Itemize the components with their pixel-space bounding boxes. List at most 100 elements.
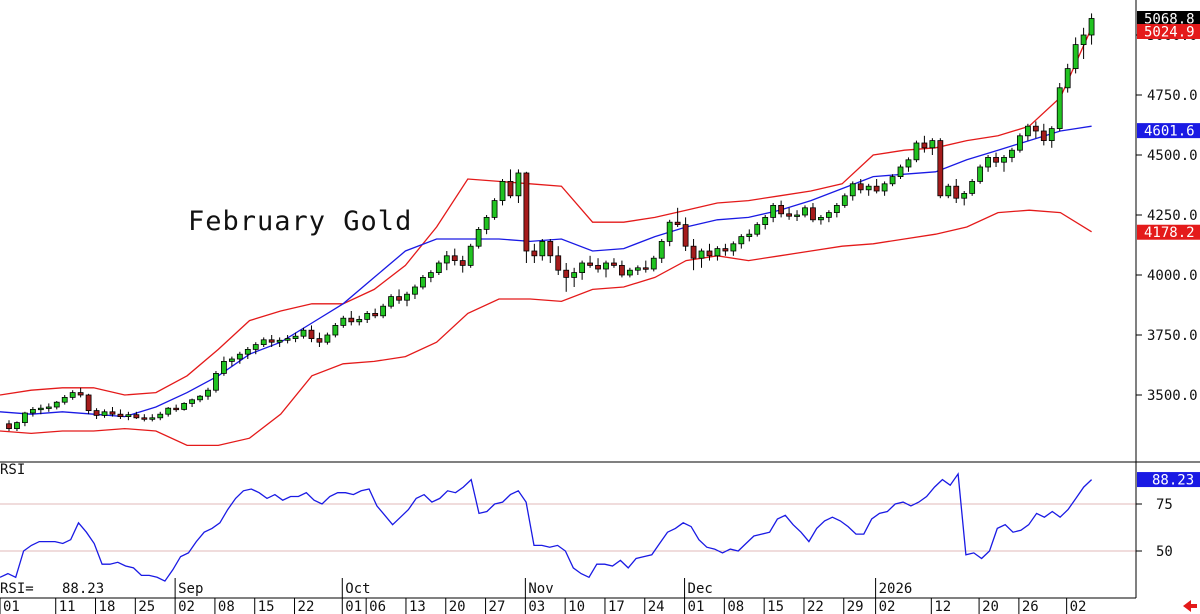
candle-65 bbox=[523, 171, 530, 263]
price-badge-label-2: 4601.6 bbox=[1144, 124, 1195, 140]
candle-body-15 bbox=[125, 414, 132, 417]
candle-body-17 bbox=[141, 417, 148, 420]
candle-body-111 bbox=[889, 176, 896, 185]
candle-body-28 bbox=[228, 358, 235, 362]
candle-38 bbox=[308, 325, 315, 343]
candle-body-61 bbox=[491, 200, 498, 218]
candle-47 bbox=[380, 303, 387, 319]
candle-body-106 bbox=[849, 183, 856, 197]
candle-84 bbox=[674, 207, 681, 227]
candle-2 bbox=[22, 411, 28, 427]
candle-body-109 bbox=[873, 185, 880, 192]
candle-body-69 bbox=[555, 255, 562, 271]
candle-body-120 bbox=[961, 192, 968, 199]
candle-body-118 bbox=[945, 185, 952, 197]
candle-42 bbox=[340, 315, 347, 328]
candle-body-99 bbox=[794, 214, 800, 217]
candle-48 bbox=[388, 294, 394, 309]
candle-body-122 bbox=[977, 166, 984, 182]
candle-body-42 bbox=[340, 317, 347, 326]
candle-101 bbox=[810, 203, 816, 223]
candle-90 bbox=[722, 243, 729, 256]
candle-body-73 bbox=[587, 262, 593, 266]
candle-27 bbox=[221, 356, 227, 376]
price-tick-label-0: 3500.0 bbox=[1147, 388, 1198, 404]
price-badge-box-2 bbox=[1137, 123, 1200, 139]
candle-71 bbox=[571, 267, 578, 287]
candle-36 bbox=[292, 332, 299, 343]
candle-body-9 bbox=[77, 392, 84, 396]
candle-body-76 bbox=[611, 262, 617, 266]
candle-body-4 bbox=[37, 407, 44, 411]
candle-body-93 bbox=[746, 233, 753, 237]
candle-body-46 bbox=[372, 312, 379, 317]
candle-body-119 bbox=[953, 185, 960, 199]
candle-134 bbox=[1072, 37, 1079, 74]
candle-body-63 bbox=[507, 180, 514, 197]
candle-55 bbox=[443, 251, 450, 271]
date-tick-label-17: 01 bbox=[688, 599, 705, 614]
candle-8 bbox=[69, 390, 76, 400]
candle-body-71 bbox=[571, 272, 578, 278]
candle-body-86 bbox=[690, 245, 697, 259]
scroll-arrow-icon[interactable] bbox=[1183, 600, 1197, 612]
candle-body-12 bbox=[101, 411, 108, 416]
candle-19 bbox=[157, 411, 164, 421]
month-label-2: Nov bbox=[528, 581, 553, 597]
price-badge-0: 5068.8 bbox=[1137, 10, 1200, 27]
candle-body-34 bbox=[276, 339, 283, 343]
candle-body-90 bbox=[722, 248, 729, 252]
candle-45 bbox=[364, 311, 371, 323]
candle-body-54 bbox=[435, 262, 442, 274]
date-tick-label-10: 13 bbox=[409, 599, 426, 614]
candle-body-101 bbox=[810, 207, 816, 221]
candle-21 bbox=[173, 404, 180, 412]
candle-103 bbox=[825, 210, 832, 223]
candle-body-79 bbox=[634, 267, 641, 271]
candle-121 bbox=[969, 179, 976, 196]
candle-3 bbox=[29, 407, 36, 417]
candle-20 bbox=[165, 407, 172, 417]
candle-125 bbox=[1001, 155, 1007, 172]
candle-body-92 bbox=[738, 236, 745, 245]
candle-100 bbox=[802, 205, 808, 218]
candle-64 bbox=[515, 169, 522, 203]
candle-body-65 bbox=[523, 172, 530, 252]
candle-133 bbox=[1064, 63, 1071, 93]
candle-body-55 bbox=[443, 255, 450, 264]
price-badge-2: 4601.6 bbox=[1137, 123, 1200, 140]
date-tick-label-0: 01 bbox=[3, 599, 20, 614]
candle-body-3 bbox=[29, 408, 36, 414]
candle-41 bbox=[332, 323, 339, 338]
candle-99 bbox=[794, 210, 800, 221]
candle-body-57 bbox=[459, 260, 466, 266]
candle-body-30 bbox=[244, 348, 251, 355]
candle-body-129 bbox=[1032, 125, 1039, 132]
month-labels: Sep Oct Nov Dec 2026 bbox=[174, 578, 912, 598]
candle-body-6 bbox=[53, 401, 60, 408]
candle-107 bbox=[857, 179, 864, 194]
rsi-badge-label: 88.23 bbox=[1152, 473, 1194, 489]
candle-109 bbox=[873, 179, 880, 194]
candle-37 bbox=[300, 327, 307, 339]
candle-74 bbox=[595, 258, 601, 273]
candle-73 bbox=[587, 255, 593, 268]
month-label-1: Oct bbox=[345, 581, 370, 597]
candle-34 bbox=[276, 337, 283, 347]
candle-body-29 bbox=[236, 353, 243, 360]
candle-33 bbox=[268, 335, 275, 347]
candle-body-133 bbox=[1064, 68, 1071, 89]
candle-130 bbox=[1040, 123, 1047, 146]
candle-body-72 bbox=[579, 262, 586, 274]
candle-body-10 bbox=[85, 394, 92, 412]
candle-116 bbox=[929, 138, 936, 155]
candle-body-95 bbox=[762, 216, 769, 225]
date-tick-label-13: 03 bbox=[528, 599, 545, 614]
candle-15 bbox=[125, 411, 132, 421]
candle-49 bbox=[396, 289, 402, 304]
candle-75 bbox=[603, 260, 609, 278]
candle-body-8 bbox=[69, 392, 76, 398]
candle-26 bbox=[213, 371, 219, 393]
candle-body-98 bbox=[786, 213, 792, 217]
candle-body-35 bbox=[284, 338, 291, 341]
